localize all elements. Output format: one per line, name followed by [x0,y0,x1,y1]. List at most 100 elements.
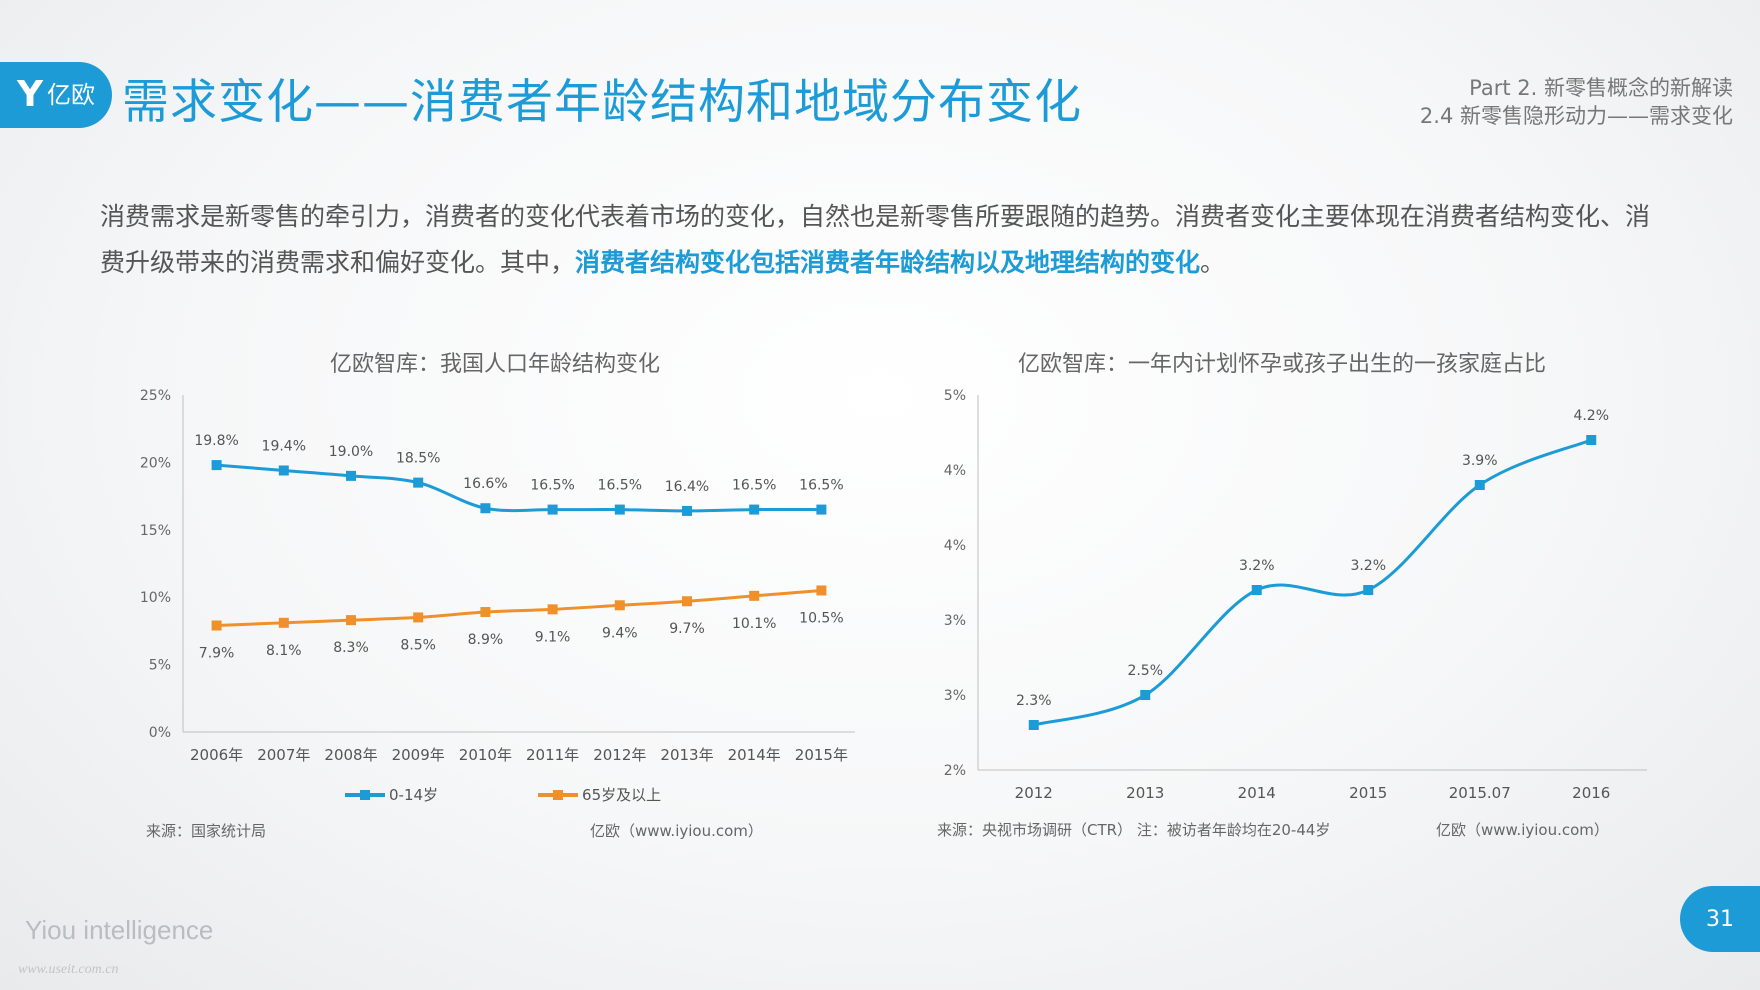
x-tick-label: 2016 [1572,784,1610,802]
y-tick-label: 15% [140,523,171,539]
data-label: 19.0% [329,444,373,460]
intro-text: 消费需求是新零售的牵引力，消费者的变化代表着市场的变化，自然也是新零售所要跟随的… [100,202,1651,277]
age-structure-chart: 0% 5% 10% 15% 20% 25% 2006年 2007年 2008年 2009年 2010… [140,388,855,764]
data-label: 8.1% [266,643,302,659]
data-label: 8.9% [468,632,504,648]
data-point [749,504,760,515]
left-source-note: 来源：国家统计局 [146,822,267,840]
series-line [216,588,822,628]
data-label: 16.5% [799,478,843,494]
y-tick-label: 25% [140,388,171,404]
page-number: 31 [1680,886,1760,952]
data-point [682,505,692,516]
data-label: 3.2% [1350,558,1386,574]
data-point [211,620,222,631]
data-label: 16.5% [530,478,574,494]
data-label: 3.2% [1239,558,1275,574]
data-point [413,612,424,623]
data-point [614,600,625,611]
data-point [1474,480,1485,490]
x-tick-label: 2012年 [593,746,646,764]
legend-swatch-blue [345,789,385,800]
x-tick-label: 2010年 [459,746,512,764]
watermark-text: www.useit.com.cn [18,962,119,977]
section-part: Part 2. 新零售概念的新解读 [1469,76,1733,100]
y-tick-label: 4% [944,463,966,479]
legend-label-0-14: 0-14岁 [389,786,439,804]
intro-highlight: 消费者结构变化包括消费者年龄结构以及地理结构的变化 [575,248,1201,277]
data-label: 2.3% [1016,693,1052,709]
data-label: 16.6% [463,476,507,492]
y-tick-label: 5% [944,388,966,404]
data-point [614,504,625,515]
data-label: 10.5% [799,610,843,626]
data-point [480,607,491,618]
y-tick-label: 10% [140,590,171,606]
legend-item-0-14: 0-14岁 [345,784,438,805]
chart-legend: 0-14岁 65岁及以上 [345,784,661,805]
x-tick-label: 2008年 [324,746,377,764]
left-chart-title: 亿欧智库：我国人口年龄结构变化 [330,352,661,377]
intro-paragraph: 消费需求是新零售的牵引力，消费者的变化代表着市场的变化，自然也是新零售所要跟随的… [100,194,1660,286]
data-point [816,585,827,596]
x-tick-label: 2011年 [526,746,579,764]
data-label: 16.5% [598,478,642,494]
x-tick-label: 2007年 [257,746,310,764]
data-point [1586,435,1597,445]
x-tick-label: 2006年 [190,746,243,764]
y-tick-label: 3% [944,613,966,629]
data-point [211,460,222,471]
data-point [749,590,760,601]
data-point [278,465,289,476]
data-point [1028,720,1039,730]
legend-item-65plus: 65岁及以上 [538,784,661,805]
data-point [816,504,827,515]
y-tick-label: 3% [944,688,966,704]
data-label: 18.5% [396,451,440,467]
data-point [1363,585,1374,595]
section-info: Part 2. 新零售概念的新解读 2.4 新零售隐形动力——需求变化 [1420,74,1733,130]
data-label: 9.1% [535,629,571,645]
x-tick-label: 2013年 [660,746,713,764]
right-credit-note: 亿欧（www.iyiou.com） [1436,821,1609,839]
x-tick-label: 2014 [1238,784,1276,802]
legend-swatch-orange [538,789,579,800]
x-tick-label: 2012 [1015,784,1053,802]
x-tick-label: 2013 [1126,784,1164,802]
data-label: 19.4% [262,438,306,454]
data-point [682,596,692,607]
data-point [278,617,289,628]
logo-text: 亿欧 [47,81,96,109]
right-chart-title: 亿欧智库：一年内计划怀孕或孩子出生的一孩家庭占比 [1018,352,1547,377]
data-label: 9.7% [669,621,705,637]
data-label: 8.5% [400,637,436,653]
data-label: 3.9% [1462,453,1498,469]
data-label: 4.2% [1573,408,1609,424]
x-tick-label: 2009年 [392,746,445,764]
data-label: 10.1% [732,616,776,632]
x-tick-label: 2015 [1349,784,1387,802]
data-label: 7.9% [199,646,235,662]
logo-y-icon: Y [16,74,44,115]
y-tick-label: 2% [944,763,966,779]
right-source-note: 来源：央视市场调研（CTR） 注：被访者年龄均在20-44岁 [937,821,1331,839]
data-label: 19.8% [194,433,238,449]
intro-end: 。 [1200,248,1226,277]
data-label: 16.4% [665,479,709,495]
data-point [413,477,424,488]
y-tick-label: 20% [140,455,171,471]
legend-label-65plus: 65岁及以上 [582,786,662,804]
brand-text: Yiou intelligence [25,915,214,945]
logo-badge: Y 亿欧 [0,62,112,128]
data-point [480,503,491,514]
data-label: 16.5% [732,478,776,494]
y-tick-label: 5% [149,658,171,674]
y-tick-label: 4% [944,538,966,554]
data-point [1140,690,1151,700]
series-line [216,463,822,513]
data-point [1251,585,1262,595]
data-label: 9.4% [602,625,638,641]
data-point [547,504,558,515]
section-subtitle: 2.4 新零售隐形动力——需求变化 [1419,104,1733,128]
data-point [547,604,558,615]
